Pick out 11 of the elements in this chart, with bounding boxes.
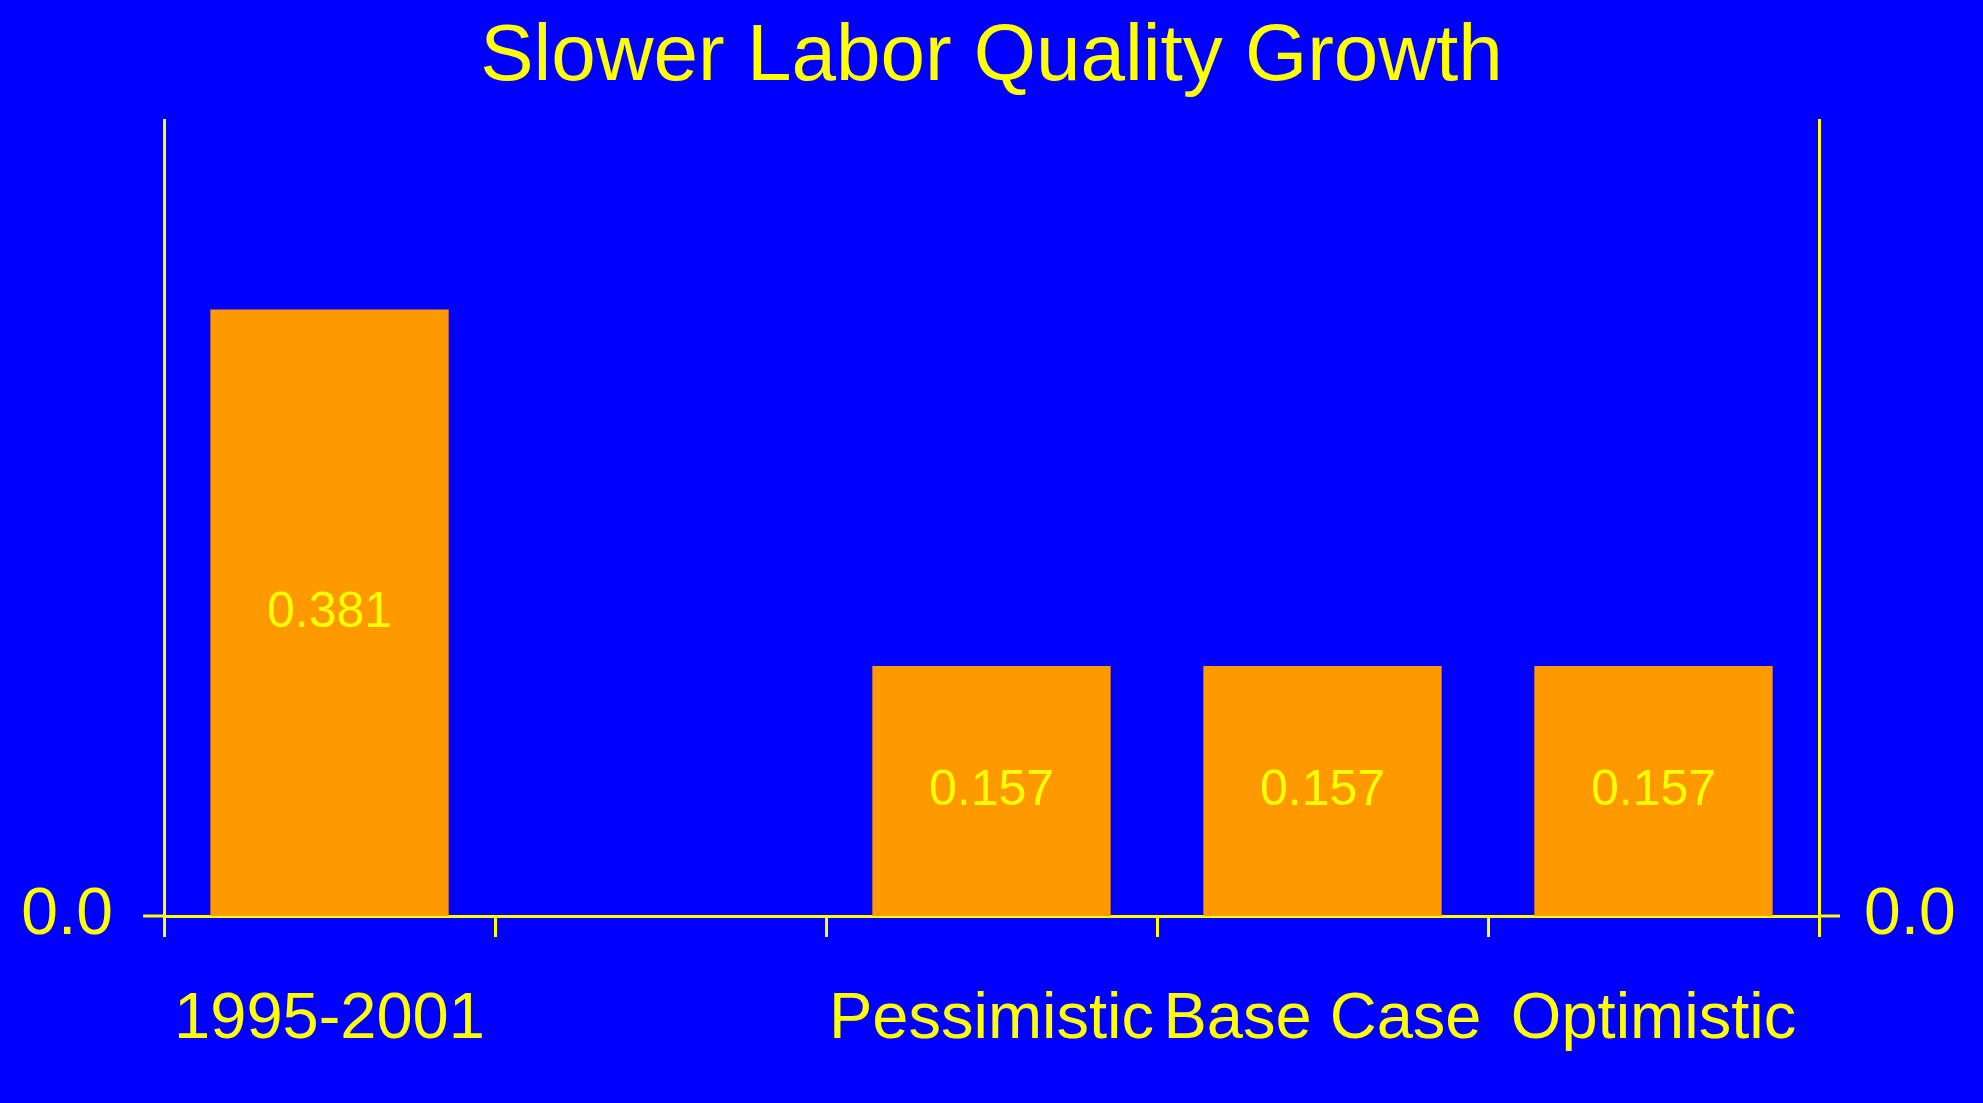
text: 0.0 xyxy=(21,874,113,949)
x-tick-label: 1995-2001 xyxy=(174,978,485,1052)
x-tick-label: Optimistic xyxy=(1510,978,1797,1052)
data-label: 0.157 xyxy=(928,759,1055,816)
x-tick-label: Pessimistic xyxy=(828,978,1155,1052)
chart-title: Slower Labor Quality Growth xyxy=(480,8,1503,98)
text: 0.0 xyxy=(1864,874,1956,949)
data-label: 0.157 xyxy=(1590,759,1717,816)
data-label: 0.381 xyxy=(266,581,393,638)
x-tick-label: Base Case xyxy=(1163,978,1482,1052)
data-label: 0.157 xyxy=(1259,759,1386,816)
